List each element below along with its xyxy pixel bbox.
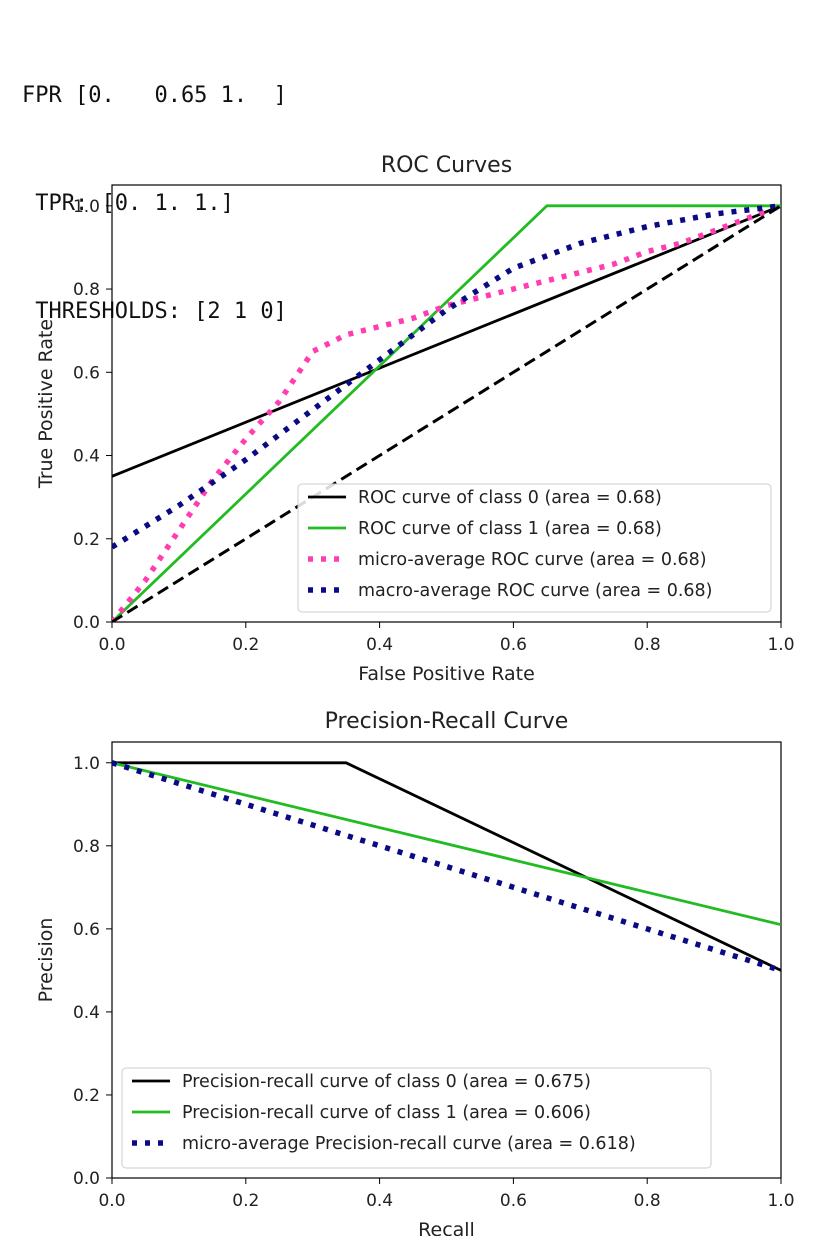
legend-label: Precision-recall curve of class 1 (area … bbox=[182, 1103, 591, 1123]
x-tick-label: 1.0 bbox=[767, 635, 794, 655]
legend-box bbox=[297, 483, 772, 613]
chance-diagonal-line bbox=[112, 204, 781, 622]
chart-title: ROC Curves bbox=[381, 153, 512, 178]
console-output: FPR [0. 0.65 1. ] TPR: [0. 1. 1.] THRESH… bbox=[22, 6, 287, 366]
legend-box bbox=[121, 1067, 712, 1169]
x-axis-label: Recall bbox=[418, 1219, 475, 1236]
y-tick-label: 0.2 bbox=[73, 1086, 100, 1106]
y-tick-label: 0.8 bbox=[73, 837, 100, 857]
y-tick-label: 0.8 bbox=[73, 280, 100, 300]
x-tick-label: 0.8 bbox=[634, 635, 661, 655]
chart-title: Precision-Recall Curve bbox=[325, 709, 569, 734]
series-line-0 bbox=[112, 204, 781, 478]
legend-label: Precision-recall curve of class 0 (area … bbox=[182, 1072, 591, 1092]
x-tick-label: 0.4 bbox=[366, 1191, 393, 1211]
x-tick-label: 0.2 bbox=[232, 1191, 259, 1211]
y-axis-label: True Positive Rate bbox=[35, 319, 57, 489]
x-tick-label: 0.2 bbox=[232, 635, 259, 655]
series-group bbox=[112, 760, 781, 974]
y-tick-label: 0.4 bbox=[73, 1003, 100, 1023]
x-axis-label: False Positive Rate bbox=[358, 663, 535, 685]
series-line-3 bbox=[112, 203, 781, 550]
legend-label: micro-average ROC curve (area = 0.68) bbox=[358, 550, 707, 570]
console-line-tpr: TPR: [0. 1. 1.] bbox=[22, 191, 234, 216]
plot-frame bbox=[111, 184, 782, 623]
y-tick-label: 0.0 bbox=[73, 613, 100, 633]
x-tick-label: 0.6 bbox=[500, 1191, 527, 1211]
y-tick-label: 1.0 bbox=[73, 197, 100, 217]
x-tick-label: 1.0 bbox=[767, 1191, 794, 1211]
legend-label: macro-average ROC curve (area = 0.68) bbox=[358, 581, 713, 601]
series-line-1 bbox=[112, 761, 781, 927]
x-tick-label: 0.8 bbox=[634, 1191, 661, 1211]
y-tick-label: 0.2 bbox=[73, 530, 100, 550]
legend-label: micro-average Precision-recall curve (ar… bbox=[182, 1134, 636, 1154]
series-line-0 bbox=[112, 761, 781, 972]
series-group bbox=[112, 203, 781, 622]
console-line-fpr: FPR [0. 0.65 1. ] bbox=[22, 83, 287, 108]
console-line-thresholds: THRESHOLDS: [2 1 0] bbox=[22, 299, 287, 324]
y-tick-label: 0.6 bbox=[73, 363, 100, 383]
chart-roc: ROC Curves 0.0 0.2 0.4 0.6 0.8 1.0 0.0 0.2 0.4 0.6… bbox=[35, 153, 795, 685]
chart-precision-recall: Precision-Recall Curve 0.0 0.2 0.4 0.6 0.8 1.0… bbox=[35, 709, 795, 1236]
legend-label: ROC curve of class 1 (area = 0.68) bbox=[358, 519, 662, 539]
series-line-1 bbox=[112, 204, 781, 622]
x-tick-label: 0.0 bbox=[98, 635, 125, 655]
y-tick-label: 0.0 bbox=[73, 1169, 100, 1189]
y-tick-label: 0.4 bbox=[73, 447, 100, 467]
x-tick-label: 0.0 bbox=[98, 1191, 125, 1211]
y-tick-label: 0.6 bbox=[73, 920, 100, 940]
y-tick-label: 1.0 bbox=[73, 754, 100, 774]
legend-label: ROC curve of class 0 (area = 0.68) bbox=[358, 488, 662, 508]
y-axis-label: Precision bbox=[35, 918, 57, 1003]
x-tick-label: 0.4 bbox=[366, 635, 393, 655]
x-tick-label: 0.6 bbox=[500, 635, 527, 655]
plot-frame bbox=[111, 741, 782, 1179]
series-line-2 bbox=[112, 760, 781, 974]
